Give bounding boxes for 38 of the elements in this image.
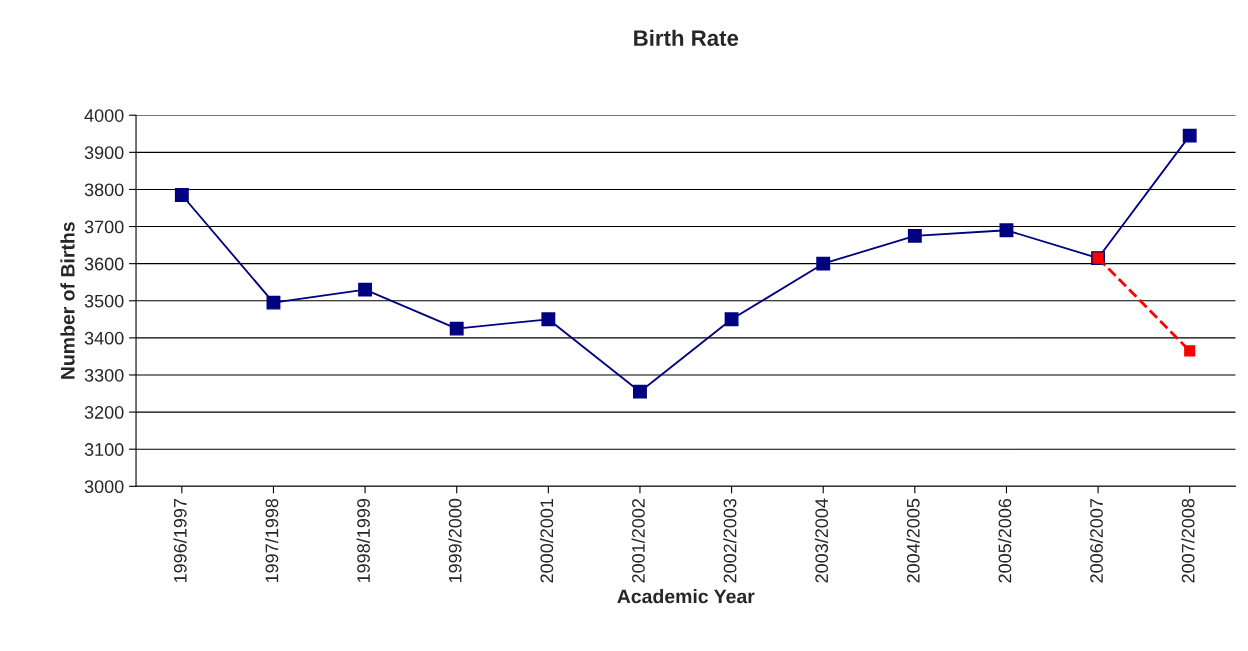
point [174,188,189,202]
x-tick-label: 2003/2004 [814,498,829,583]
y-tick-label: 3200 [84,406,124,419]
x-tick-label: 2000/2001 [539,498,554,583]
x-axis-title: Academic Year [617,589,755,604]
y-tick-label: 3600 [84,257,124,271]
point [907,228,922,243]
chart-title: Birth Rate [634,29,739,46]
x-tick-label: 2002/2003 [723,498,737,583]
point [816,256,831,271]
point [358,282,373,297]
x-tick-label: 2004/2005 [906,498,920,583]
y-tick-label: 3300 [84,368,124,382]
point [449,321,464,336]
x-tick-label: 1998/1999 [356,498,370,583]
y-tick-label: 3100 [84,443,124,456]
point [633,384,647,399]
x-tick-label: 2001/2002 [631,499,645,583]
point [266,295,281,310]
y-tick-label: 3900 [84,146,124,160]
x-tick-label: 1997/1998 [265,498,279,583]
x-tick-label: 2005/2006 [998,498,1012,583]
point [724,312,739,327]
x-tick-label: 2006/2007 [1089,499,1103,583]
x-tick-label: 2007/2008 [1181,498,1195,583]
y-axis-title: Number of Births [60,222,75,379]
x-tick-label: 1999/2000 [448,498,462,583]
y-tick-label: 3800 [84,183,124,197]
y-tick-label: 3500 [84,294,124,308]
y-tick-label: 3700 [84,220,124,234]
point [1182,128,1197,143]
point [1184,345,1196,357]
y-tick-label: 4000 [84,109,124,122]
y-tick-label: 3000 [84,480,124,494]
y-tick-label: 3400 [84,331,124,345]
x-tick-label: 1996/1997 [173,499,187,583]
point [999,223,1014,238]
point [541,312,556,327]
